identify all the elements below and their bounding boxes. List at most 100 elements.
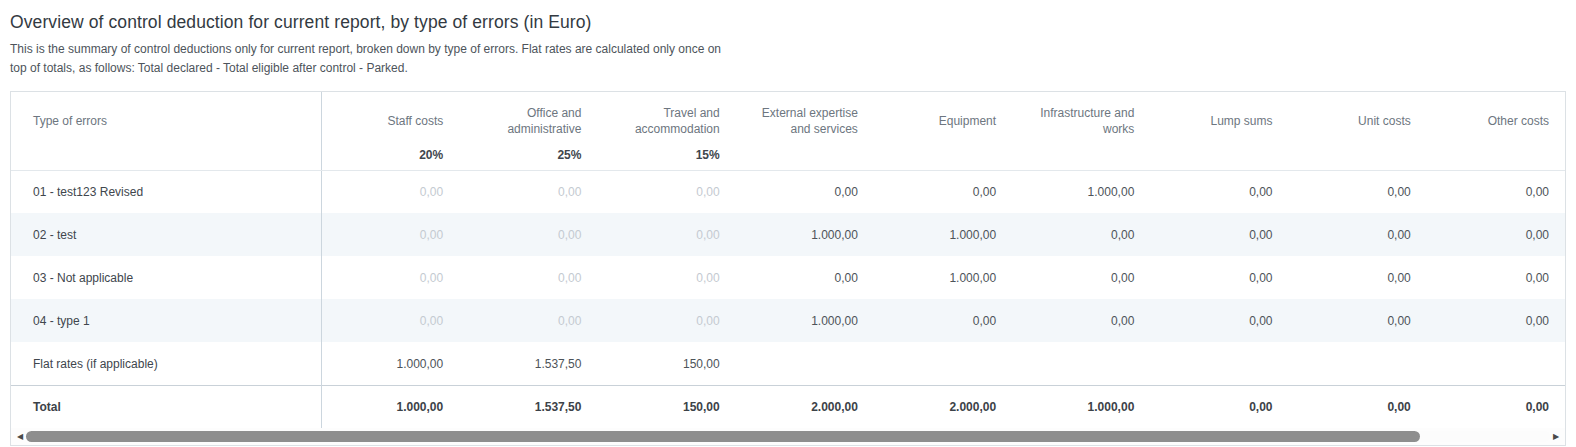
cell-value: 0,00 xyxy=(321,256,459,299)
cell-value: 0,00 xyxy=(1289,299,1427,342)
cell-value: 2.000,00 xyxy=(874,385,1012,428)
page-description: This is the summary of control deduction… xyxy=(10,40,738,78)
cell-value: 0,00 xyxy=(459,213,597,256)
cell-value xyxy=(1012,342,1150,385)
cell-value: 1.000,00 xyxy=(321,342,459,385)
column-header-other-costs: Other costs xyxy=(1427,92,1565,171)
column-header-pct xyxy=(11,146,321,170)
column-header-label: Travel and accommodation xyxy=(603,105,719,137)
column-header-label: Unit costs xyxy=(1358,113,1411,129)
column-header-label: Staff costs xyxy=(387,113,443,129)
cell-value: 0,00 xyxy=(597,213,735,256)
row-label: 03 - Not applicable xyxy=(11,256,321,299)
cell-value: 1.000,00 xyxy=(1012,170,1150,213)
cell-value: 1.000,00 xyxy=(736,213,874,256)
header-row: Type of errors Staff costs 20% Office an… xyxy=(11,92,1565,171)
cell-value xyxy=(874,342,1012,385)
column-header-type-of-errors: Type of errors xyxy=(11,92,321,171)
cell-value: 0,00 xyxy=(874,299,1012,342)
cell-value: 1.537,50 xyxy=(459,385,597,428)
column-header-pct xyxy=(1427,146,1565,170)
cell-value: 0,00 xyxy=(321,213,459,256)
column-header-pct xyxy=(1150,146,1288,170)
scrollbar-thumb[interactable] xyxy=(26,431,1420,442)
column-header-pct: 20% xyxy=(322,146,460,170)
cell-value: 0,00 xyxy=(597,299,735,342)
cell-value: 0,00 xyxy=(459,170,597,213)
cell-value: 0,00 xyxy=(1150,213,1288,256)
table-row-flat-rates: Flat rates (if applicable) 1.000,00 1.53… xyxy=(11,342,1565,385)
column-header-infrastructure-works: Infrastructure and works xyxy=(1012,92,1150,171)
cell-value: 0,00 xyxy=(597,170,735,213)
column-header-label: Type of errors xyxy=(33,113,107,129)
cell-value: 0,00 xyxy=(459,256,597,299)
cell-value: 0,00 xyxy=(736,256,874,299)
cell-value: 0,00 xyxy=(1289,385,1427,428)
column-header-office-administrative: Office and administrative 25% xyxy=(459,92,597,171)
cell-value: 0,00 xyxy=(1012,213,1150,256)
column-header-external-expertise: External expertise and services xyxy=(736,92,874,171)
row-label: Total xyxy=(11,385,321,428)
column-header-label: External expertise and services xyxy=(742,105,858,137)
column-header-unit-costs: Unit costs xyxy=(1289,92,1427,171)
cell-value: 0,00 xyxy=(1012,299,1150,342)
row-label: Flat rates (if applicable) xyxy=(11,342,321,385)
control-deduction-table: Type of errors Staff costs 20% Office an… xyxy=(10,91,1566,447)
cell-value: 0,00 xyxy=(736,170,874,213)
column-header-pct: 15% xyxy=(597,146,735,170)
cell-value: 0,00 xyxy=(1150,170,1288,213)
column-header-travel-accommodation: Travel and accommodation 15% xyxy=(597,92,735,171)
column-header-pct xyxy=(736,146,874,170)
column-header-label: Other costs xyxy=(1488,113,1549,129)
page: Overview of control deduction for curren… xyxy=(0,0,1576,446)
cell-value: 1.000,00 xyxy=(321,385,459,428)
cell-value: 0,00 xyxy=(1427,213,1565,256)
cell-value: 0,00 xyxy=(1150,256,1288,299)
cell-value: 0,00 xyxy=(1427,299,1565,342)
row-label: 01 - test123 Revised xyxy=(11,170,321,213)
column-header-pct xyxy=(1012,146,1150,170)
scroll-left-icon[interactable]: ◀ xyxy=(14,433,26,441)
table-row-error-03: 03 - Not applicable 0,00 0,00 0,00 0,00 … xyxy=(11,256,1565,299)
table-row-error-02: 02 - test 0,00 0,00 0,00 1.000,00 1.000,… xyxy=(11,213,1565,256)
cell-value xyxy=(1289,342,1427,385)
cell-value: 150,00 xyxy=(597,385,735,428)
cell-value: 1.000,00 xyxy=(1012,385,1150,428)
cell-value xyxy=(736,342,874,385)
column-header-label: Infrastructure and works xyxy=(1018,105,1134,137)
cell-value: 0,00 xyxy=(1289,256,1427,299)
scrollbar-track[interactable] xyxy=(26,431,1550,442)
cell-value xyxy=(1150,342,1288,385)
cell-value: 0,00 xyxy=(459,299,597,342)
column-header-label: Office and administrative xyxy=(465,105,581,137)
column-header-label: Lump sums xyxy=(1211,113,1273,129)
cell-value: 1.000,00 xyxy=(874,256,1012,299)
cell-value: 1.000,00 xyxy=(736,299,874,342)
page-title: Overview of control deduction for curren… xyxy=(10,12,1566,33)
scroll-right-icon[interactable]: ▶ xyxy=(1550,433,1562,441)
cell-value: 0,00 xyxy=(1427,385,1565,428)
table-row-error-01: 01 - test123 Revised 0,00 0,00 0,00 0,00… xyxy=(11,170,1565,213)
cell-value: 1.000,00 xyxy=(874,213,1012,256)
cell-value: 2.000,00 xyxy=(736,385,874,428)
column-header-staff-costs: Staff costs 20% xyxy=(321,92,459,171)
cell-value: 0,00 xyxy=(597,256,735,299)
errors-table: Type of errors Staff costs 20% Office an… xyxy=(11,92,1565,429)
column-header-equipment: Equipment xyxy=(874,92,1012,171)
cell-value: 0,00 xyxy=(1150,299,1288,342)
row-label: 04 - type 1 xyxy=(11,299,321,342)
cell-value: 0,00 xyxy=(1012,256,1150,299)
cell-value: 0,00 xyxy=(1427,170,1565,213)
column-header-lump-sums: Lump sums xyxy=(1150,92,1288,171)
cell-value: 0,00 xyxy=(1289,213,1427,256)
row-label: 02 - test xyxy=(11,213,321,256)
cell-value: 150,00 xyxy=(597,342,735,385)
table-row-error-04: 04 - type 1 0,00 0,00 0,00 1.000,00 0,00… xyxy=(11,299,1565,342)
horizontal-scrollbar[interactable]: ◀ ▶ xyxy=(11,428,1565,445)
column-header-pct: 25% xyxy=(459,146,597,170)
column-header-pct xyxy=(1289,146,1427,170)
cell-value: 0,00 xyxy=(321,170,459,213)
cell-value: 0,00 xyxy=(1150,385,1288,428)
cell-value: 0,00 xyxy=(321,299,459,342)
cell-value: 0,00 xyxy=(874,170,1012,213)
